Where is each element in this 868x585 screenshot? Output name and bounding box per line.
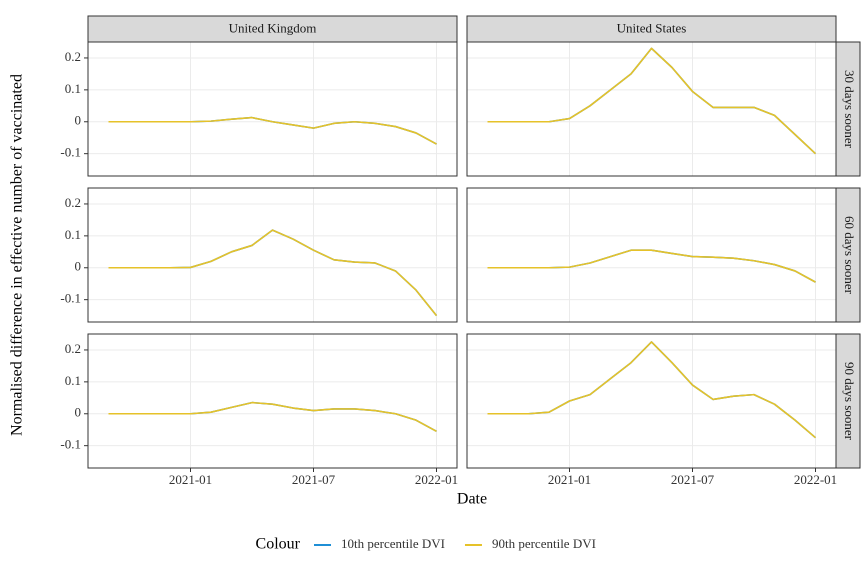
x-tick-label: 2021-07 xyxy=(292,472,336,487)
strip xyxy=(835,333,861,469)
line xyxy=(487,249,816,283)
y-tick-label: 0.2 xyxy=(65,341,81,356)
y-tick-label: -0.1 xyxy=(60,437,81,452)
line xyxy=(108,229,438,317)
y-tick-label: 0.1 xyxy=(65,227,81,242)
legend-title: Colour xyxy=(256,536,301,553)
strip xyxy=(835,187,861,323)
y-tick-label: -0.1 xyxy=(60,145,81,160)
y-tick-label: 0.2 xyxy=(65,49,81,64)
line xyxy=(108,401,437,433)
panel xyxy=(88,334,457,468)
x-tick-label: 2022-01 xyxy=(794,472,837,487)
column-label: United Kingdom xyxy=(229,20,317,35)
panel xyxy=(467,188,836,322)
panel-border xyxy=(466,333,837,469)
x-tick-label: 2021-01 xyxy=(169,472,212,487)
x-axis-label: Date xyxy=(457,491,487,508)
y-tick-label: 0.1 xyxy=(65,81,81,96)
panel-border xyxy=(87,187,458,323)
row-label: 30 days sooner xyxy=(842,70,857,149)
row-label: 90 days sooner xyxy=(842,362,857,441)
strip xyxy=(87,15,458,43)
y-tick-label: 0 xyxy=(75,113,82,128)
legend-label: 10th percentile DVI xyxy=(341,536,445,551)
legend-label: 90th percentile DVI xyxy=(492,536,596,551)
x-tick-label: 2021-01 xyxy=(548,472,591,487)
line xyxy=(487,341,817,439)
y-axis-label: Normalised difference in effective numbe… xyxy=(9,74,26,436)
x-tick-label: 2022-01 xyxy=(415,472,458,487)
y-tick-label: -0.1 xyxy=(60,291,81,306)
row-label: 60 days sooner xyxy=(842,216,857,295)
line xyxy=(487,47,817,155)
panel-border xyxy=(466,187,837,323)
panel xyxy=(88,188,457,322)
panel-border xyxy=(87,333,458,469)
strip xyxy=(466,15,837,43)
panel-border xyxy=(466,41,837,177)
panel xyxy=(467,42,836,176)
line xyxy=(108,116,437,145)
y-tick-label: 0.2 xyxy=(65,195,81,210)
strip xyxy=(835,41,861,177)
y-tick-label: 0.1 xyxy=(65,373,81,388)
column-label: United States xyxy=(617,20,687,35)
panel xyxy=(88,42,457,176)
panel-border xyxy=(87,41,458,177)
x-tick-label: 2021-07 xyxy=(671,472,715,487)
y-tick-label: 0 xyxy=(75,259,82,274)
y-tick-label: 0 xyxy=(75,405,82,420)
panel xyxy=(467,334,836,468)
